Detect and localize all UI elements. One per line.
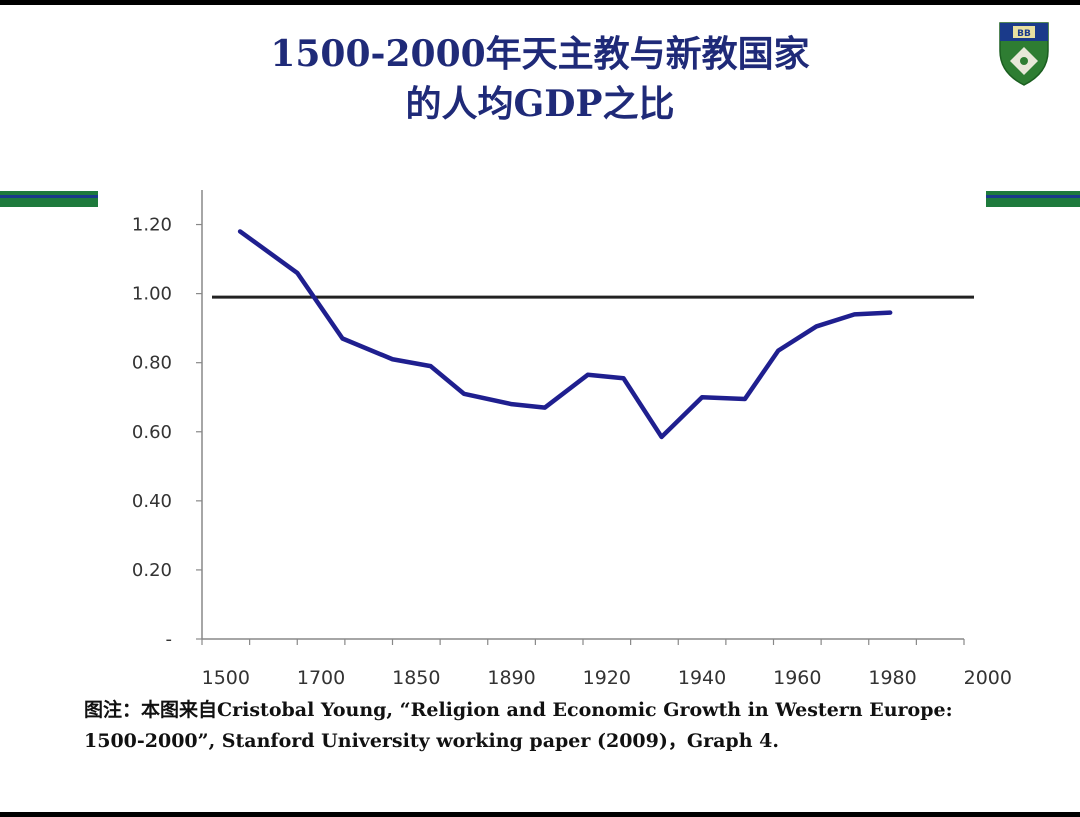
logo-book-text: BB <box>1017 29 1031 39</box>
y-tick-label: 0.80 <box>132 353 172 374</box>
y-tick-label: 1.20 <box>132 215 172 236</box>
x-tick-label: 1850 <box>392 667 440 689</box>
slide: 1500-2000年天主教与新教国家 的人均GDP之比 BB - 0.20 0.40… <box>0 5 1080 812</box>
figure-caption: 图注：本图来自Cristobal Young, “Religion and Ec… <box>84 695 1004 757</box>
series-line <box>237 229 893 440</box>
x-tick-label: 1500 <box>202 667 250 689</box>
x-tick-label: 1940 <box>678 667 726 689</box>
university-shield-logo: BB <box>999 22 1049 86</box>
chart-title-line2: 的人均GDP之比 <box>405 83 675 125</box>
y-tick-label: 0.40 <box>132 491 172 512</box>
x-tick-label: 1920 <box>583 667 631 689</box>
caption-line2: 1500-2000”, Stanford University working … <box>84 730 779 752</box>
chart-title: 1500-2000年天主教与新教国家 的人均GDP之比 <box>190 29 890 129</box>
x-tick-label: 1960 <box>773 667 821 689</box>
y-axis-ticks: - 0.20 0.40 0.60 0.80 1.00 1.20 <box>132 215 202 650</box>
line-chart: - 0.20 0.40 0.60 0.80 1.00 1.20 1500 1700 1850 18… <box>132 190 1012 689</box>
x-tick-label: 1980 <box>868 667 916 689</box>
x-tick-label: 2000 <box>964 667 1012 689</box>
y-tick-label: 0.20 <box>132 560 172 581</box>
y-tick-label: - <box>166 629 173 650</box>
decorative-stripe-right <box>986 191 1080 211</box>
caption-line1: 图注：本图来自Cristobal Young, “Religion and Ec… <box>84 699 953 721</box>
x-tick-label: 1890 <box>487 667 535 689</box>
y-tick-label: 0.60 <box>132 422 172 443</box>
y-tick-label: 1.00 <box>132 284 172 305</box>
x-axis-ticks: 1500 1700 1850 1890 1920 1940 1960 1980 2000 <box>201 639 1012 689</box>
x-tick-label: 1700 <box>297 667 345 689</box>
chart-title-line1: 1500-2000年天主教与新教国家 <box>270 33 810 75</box>
series-points <box>240 231 891 438</box>
decorative-stripe-left <box>0 191 98 211</box>
